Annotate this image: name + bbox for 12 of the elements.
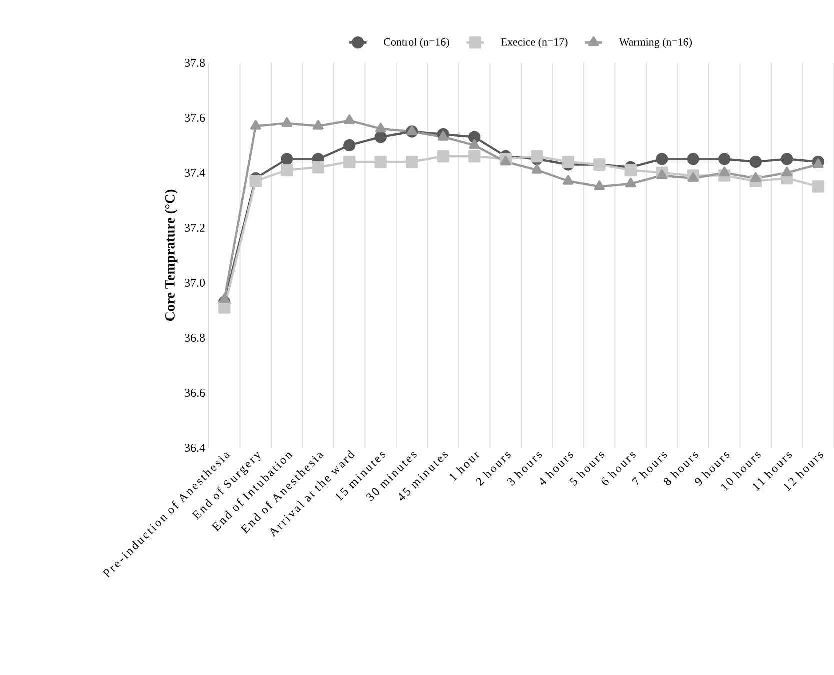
legend-label: Warming (n=16) — [619, 38, 692, 48]
y-tick-label: 36.6 — [185, 388, 206, 398]
y-tick-label: 37.8 — [185, 58, 206, 68]
y-tick-label: 37.6 — [185, 114, 206, 122]
y-tick-label: 37.0 — [185, 278, 206, 288]
legend-label: Execice (n=17) — [501, 38, 568, 48]
y-tick-label: 37.2 — [185, 224, 205, 232]
y-tick-label: 37.4 — [185, 168, 206, 178]
y-tick-label: 36.8 — [185, 334, 206, 342]
y-axis-title: Core Temprature (°C) — [165, 190, 178, 321]
y-tick-label: 36.4 — [185, 444, 206, 452]
legend-label: Control (n=16) — [384, 38, 450, 48]
